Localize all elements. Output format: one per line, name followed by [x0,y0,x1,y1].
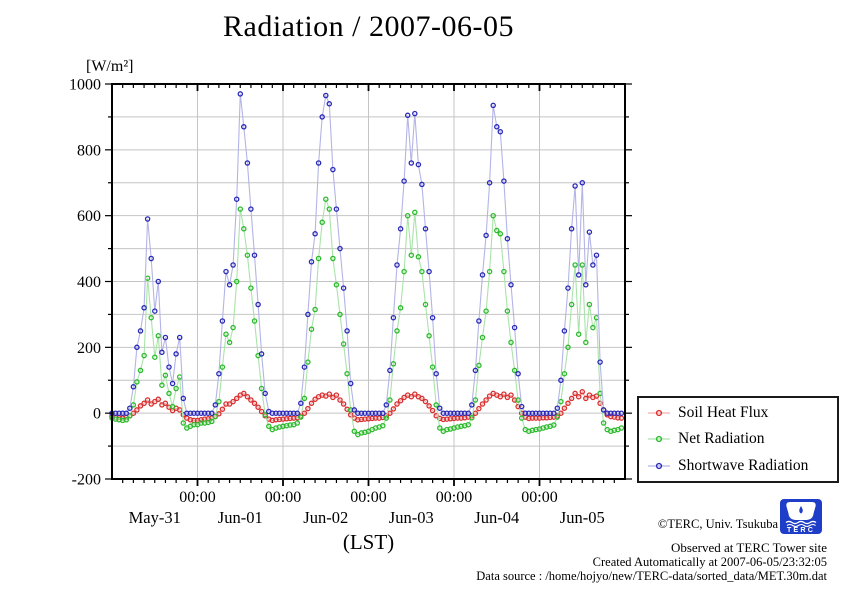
svg-text:00:00: 00:00 [265,489,301,506]
legend-label: Soil Heat Flux [678,404,769,422]
logo-wave-line [785,520,817,525]
created-at-text: Created Automatically at 2007-06-05/23:3… [592,555,827,569]
copyright-text: ©TERC, Univ. Tsukuba [657,517,778,531]
legend-item-soil-heat-flux: Soil Heat Flux [647,404,829,422]
svg-text:Jun-01: Jun-01 [218,508,263,527]
legend-item-shortwave-radiation: Shortwave Radiation [647,457,829,475]
legend: Soil Heat Flux Net Radiation Shortwave R… [637,396,839,483]
svg-text:00:00: 00:00 [436,489,472,506]
svg-text:Jun-03: Jun-03 [389,508,434,527]
svg-text:Jun-04: Jun-04 [474,508,519,527]
logo-drop-icon [799,506,803,514]
page-title: Radiation / 2007-06-05 [223,10,514,43]
svg-text:00:00: 00:00 [521,489,557,506]
y-tick-labels: 1000 800 600 400 200 0 -200 [69,77,101,489]
svg-text:Jun-05: Jun-05 [560,508,605,527]
shortwave-radiation-marker-icon [648,462,670,469]
legend-label: Net Radiation [678,430,765,448]
x-tick-labels: 00:00 00:00 00:00 00:00 00:00 May-31 Jun-01 Jun… [129,489,605,527]
legend-label: Shortwave Radiation [678,456,809,474]
svg-text:Jun-02: Jun-02 [303,508,348,527]
observed-at-text: Observed at TERC Tower site [670,540,827,555]
net-radiation-marker-icon [648,436,670,443]
svg-text:400: 400 [77,274,101,291]
logo-text: TERC [787,525,815,534]
svg-text:600: 600 [77,208,101,225]
series-shortwave-radiation [109,91,625,416]
series-net-radiation [109,196,625,438]
legend-item-net-radiation: Net Radiation [647,430,829,448]
svg-text:00:00: 00:00 [179,489,215,506]
x-axis-label: (LST) [342,530,395,554]
terc-logo: TERC [780,499,822,534]
svg-text:1000: 1000 [69,77,101,94]
series-soil-heat-flux [109,389,625,424]
svg-text:00:00: 00:00 [350,489,386,506]
y-axis-unit-label: [W/m²] [86,58,134,75]
svg-text:0: 0 [93,406,101,423]
svg-text:May-31: May-31 [129,508,181,527]
logo-wave-line [786,523,816,528]
svg-text:-200: -200 [72,472,101,489]
svg-text:800: 800 [77,142,101,159]
svg-text:200: 200 [77,340,101,357]
axis-ticks [105,83,632,486]
soil-heat-flux-marker-icon [648,410,670,417]
data-source-text: Data source : /home/hojyo/new/TERC-data/… [476,569,827,583]
